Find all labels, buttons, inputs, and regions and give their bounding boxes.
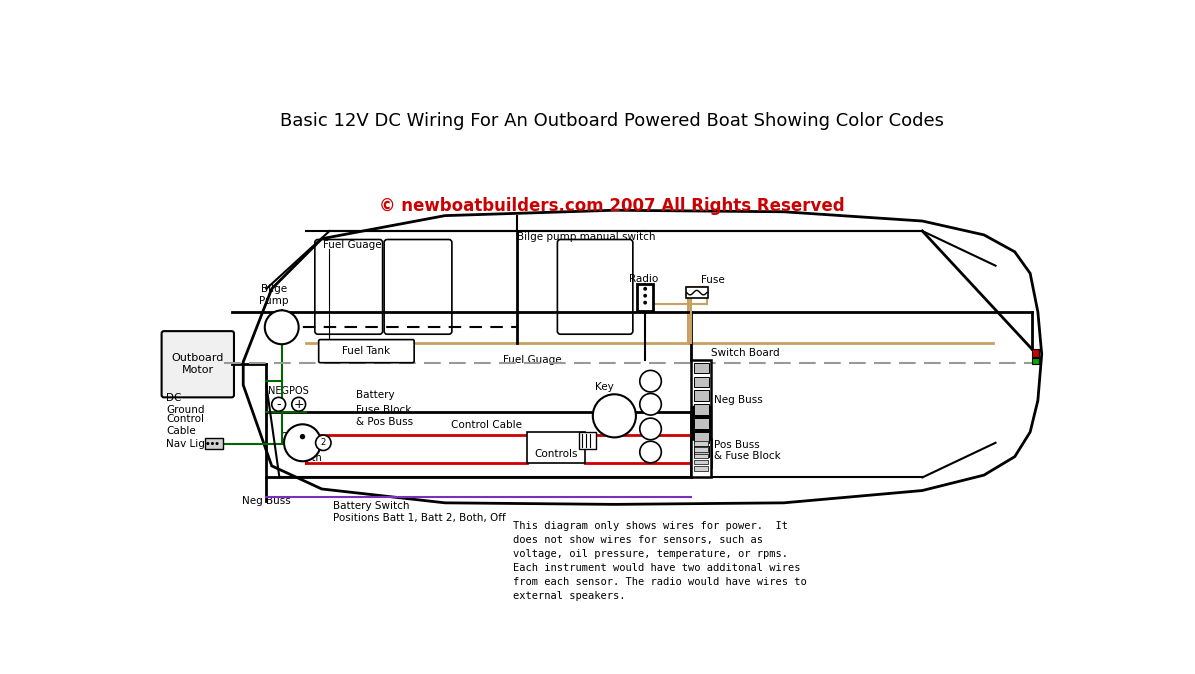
- Text: This diagram only shows wires for power.  It
does not show wires for sensors, su: This diagram only shows wires for power.…: [513, 521, 807, 601]
- Circle shape: [643, 287, 646, 290]
- Bar: [693, 363, 709, 373]
- Circle shape: [292, 398, 306, 411]
- Bar: [693, 377, 709, 388]
- Bar: [693, 441, 707, 446]
- Text: Neg Buss: Neg Buss: [241, 495, 290, 506]
- Circle shape: [639, 418, 661, 439]
- Text: Key: Key: [595, 382, 614, 392]
- Text: Fuse Block
& Pos Buss: Fuse Block & Pos Buss: [356, 405, 413, 427]
- Bar: [693, 446, 709, 457]
- Circle shape: [593, 394, 636, 437]
- Bar: [693, 448, 707, 452]
- Text: Control
Cable: Control Cable: [166, 415, 204, 436]
- Circle shape: [639, 394, 661, 415]
- Text: Nav Light: Nav Light: [166, 439, 216, 450]
- Bar: [693, 466, 707, 470]
- Text: +: +: [293, 398, 304, 410]
- Circle shape: [210, 442, 214, 445]
- Text: Radio: Radio: [629, 274, 658, 284]
- Text: Controls: Controls: [534, 449, 577, 458]
- Circle shape: [215, 442, 219, 445]
- Circle shape: [265, 310, 299, 344]
- Text: Fuse: Fuse: [700, 274, 724, 284]
- Bar: [578, 432, 596, 449]
- FancyBboxPatch shape: [161, 331, 234, 398]
- Text: Off: Off: [281, 431, 295, 441]
- Bar: [204, 438, 223, 449]
- Text: Fuel Guage: Fuel Guage: [503, 355, 562, 365]
- Bar: [693, 432, 709, 443]
- Text: -: -: [276, 398, 281, 410]
- Bar: [1031, 358, 1040, 364]
- Text: 2: 2: [320, 438, 326, 448]
- Text: Neg Buss: Neg Buss: [715, 396, 764, 406]
- FancyBboxPatch shape: [319, 340, 415, 363]
- Bar: [692, 406, 711, 475]
- Bar: [693, 454, 707, 458]
- Circle shape: [284, 425, 321, 461]
- Text: POS: POS: [289, 386, 308, 396]
- Circle shape: [643, 294, 646, 298]
- Bar: [527, 432, 586, 463]
- Text: Bilge pump manual switch: Bilge pump manual switch: [516, 232, 655, 242]
- Bar: [1031, 349, 1040, 357]
- Text: Fuel Tank: Fuel Tank: [342, 346, 391, 356]
- Circle shape: [639, 441, 661, 463]
- Text: NEG: NEG: [268, 386, 289, 396]
- Bar: [692, 439, 711, 477]
- Circle shape: [315, 435, 331, 450]
- Text: Battery Switch
Positions Batt 1, Batt 2, Both, Off: Battery Switch Positions Batt 1, Batt 2,…: [333, 501, 505, 523]
- Bar: [686, 287, 707, 298]
- Bar: [693, 418, 709, 429]
- Circle shape: [207, 442, 209, 445]
- Text: Battery: Battery: [356, 390, 396, 400]
- Circle shape: [643, 301, 646, 305]
- Bar: [693, 390, 709, 401]
- Text: Outboard
Motor: Outboard Motor: [172, 353, 223, 375]
- Circle shape: [639, 371, 661, 392]
- Text: Basic 12V DC Wiring For An Outboard Powered Boat Showing Color Codes: Basic 12V DC Wiring For An Outboard Powe…: [280, 112, 944, 130]
- Circle shape: [300, 434, 305, 439]
- Bar: [692, 360, 711, 468]
- Text: Fuel Guage: Fuel Guage: [324, 240, 382, 250]
- Bar: [637, 284, 652, 311]
- Text: Pos Buss
& Fuse Block: Pos Buss & Fuse Block: [715, 439, 782, 461]
- Text: Switch Board: Switch Board: [711, 348, 780, 358]
- Text: Bilge
Pump: Bilge Pump: [259, 284, 289, 306]
- Text: © newboatbuilders.com 2007 All Rights Reserved: © newboatbuilders.com 2007 All Rights Re…: [379, 197, 845, 216]
- Bar: [693, 404, 709, 415]
- Bar: [693, 460, 707, 464]
- Text: Control Cable: Control Cable: [452, 420, 522, 430]
- Text: Both: Both: [299, 453, 321, 463]
- Circle shape: [271, 398, 286, 411]
- Text: DC
Ground: DC Ground: [166, 394, 204, 415]
